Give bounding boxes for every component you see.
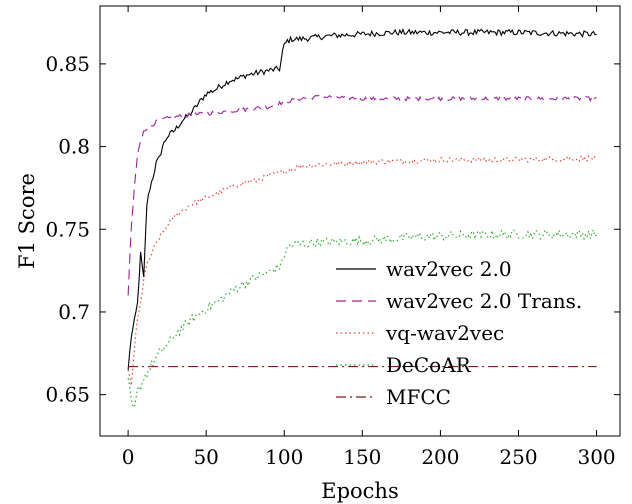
legend-label: vq-wav2vec	[385, 321, 504, 345]
y-axis-title: F1 Score	[15, 173, 39, 269]
series-line	[127, 94, 597, 296]
series-line	[127, 228, 597, 409]
x-tick-label: 200	[421, 445, 459, 469]
legend-label: MFCC	[386, 385, 451, 409]
series-line	[127, 154, 597, 386]
y-tick-label: 0.7	[58, 300, 90, 324]
x-axis: 0 50 100 150 200 250 300	[122, 6, 616, 469]
plot-frame	[99, 5, 621, 437]
y-tick-label: 0.85	[45, 52, 90, 76]
x-tick-label: 100	[265, 445, 303, 469]
x-tick-label: 250	[499, 445, 537, 469]
x-axis-title: Epochs	[321, 479, 398, 503]
legend-label: wav2vec 2.0	[386, 257, 512, 281]
y-tick-label: 0.75	[45, 217, 90, 241]
y-tick-label: 0.8	[58, 135, 90, 159]
legend: wav2vec 2.0 wav2vec 2.0 Trans. vq-wav2vec D…	[336, 257, 582, 409]
legend-label: wav2vec 2.0 Trans.	[386, 289, 582, 313]
x-tick-label: 50	[193, 445, 218, 469]
y-axis: 0.65 0.7 0.75 0.8 0.85	[45, 52, 620, 407]
x-tick-label: 0	[122, 445, 135, 469]
x-tick-label: 300	[577, 445, 615, 469]
plot-area	[127, 28, 597, 409]
series-line	[127, 28, 597, 370]
y-tick-label: 0.65	[45, 383, 90, 407]
x-tick-label: 150	[343, 445, 381, 469]
legend-label: DeCoAR	[386, 353, 472, 377]
